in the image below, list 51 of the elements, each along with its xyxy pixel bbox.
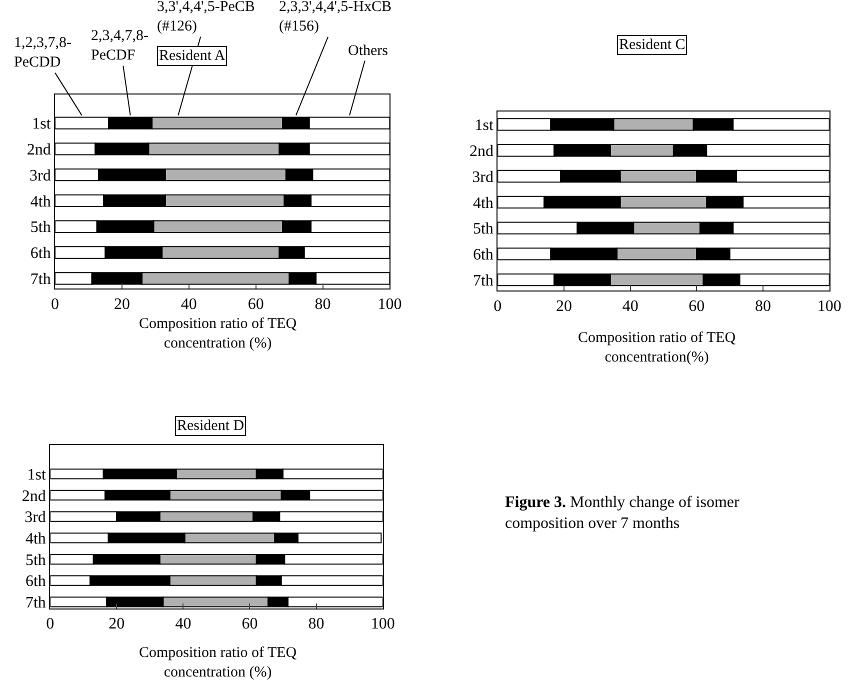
y-tick-label: 5th: [25, 552, 46, 569]
y-tick-label: 4th: [472, 194, 494, 212]
y-tick-label: 1st: [27, 466, 46, 484]
x-tick-label: 20: [114, 296, 130, 313]
x-tick-label: 100: [817, 298, 842, 315]
y-tick-label: 6th: [30, 245, 51, 262]
y-tick-label: 2nd: [22, 488, 46, 505]
text: 2,3,3',4,4',5-HxCB (#156): [279, 0, 392, 34]
x-tick-label: 40: [175, 616, 192, 633]
x-tick-label: 80: [314, 296, 331, 313]
y-tick-label: 1st: [474, 117, 494, 134]
y-tick-label: 2nd: [26, 142, 51, 159]
y-tick-label: 4th: [25, 530, 46, 548]
x-tick-label: 100: [370, 616, 395, 633]
x-tick-label: 0: [51, 296, 60, 313]
x-tick-label: 80: [755, 298, 772, 315]
x-tick-label: 20: [108, 616, 125, 633]
x-axis-title: Composition ratio of TEQ concentration (%): [139, 316, 297, 352]
y-tick-label: 4th: [30, 193, 51, 210]
y-tick-label: 6th: [472, 246, 494, 264]
x-tick-label: 60: [248, 296, 264, 313]
text: 1,2,3,7,8-PeCDD: [14, 35, 72, 70]
y-tick-label: 7th: [30, 270, 51, 288]
text: 3,3',4,4',5-PeCB (#126): [157, 0, 255, 34]
chart-title: Resident C: [619, 37, 686, 53]
y-tick-label: 3rd: [472, 168, 494, 186]
caption: Figure 3. Monthly change of isomer composition over 7 months: [505, 494, 740, 532]
chart-title: Resident D: [177, 418, 244, 434]
x-tick-label: 40: [180, 296, 197, 313]
x-tick-label: 100: [378, 296, 402, 313]
x-axis-title: Composition ratio of TEQ concentration (%): [139, 645, 297, 680]
legend-label: 2,3,4,7,8-PeCDF: [91, 28, 148, 64]
x-axis-title: Composition ratio of TEQ concentration(%): [578, 330, 736, 366]
y-tick-label: 3rd: [24, 509, 46, 526]
x-tick-label: 80: [308, 616, 324, 633]
y-tick-label: 7th: [472, 272, 494, 290]
y-tick-label: 5th: [30, 219, 51, 236]
x-tick-label: 60: [242, 616, 258, 633]
x-tick-label: 20: [556, 298, 572, 315]
x-tick-label: 40: [622, 298, 638, 315]
x-tick-label: 0: [494, 298, 502, 315]
chart-title: Resident A: [159, 48, 226, 64]
y-tick-label: 1st: [32, 116, 52, 133]
y-tick-label: 7th: [25, 594, 46, 612]
y-tick-label: 3rd: [30, 167, 51, 184]
y-tick-label: 2nd: [469, 142, 494, 160]
y-tick-label: 6th: [25, 573, 46, 590]
y-tick-label: 5th: [472, 220, 494, 238]
x-tick-label: 0: [46, 616, 54, 633]
text: Others: [348, 43, 388, 59]
x-tick-label: 60: [688, 298, 705, 315]
